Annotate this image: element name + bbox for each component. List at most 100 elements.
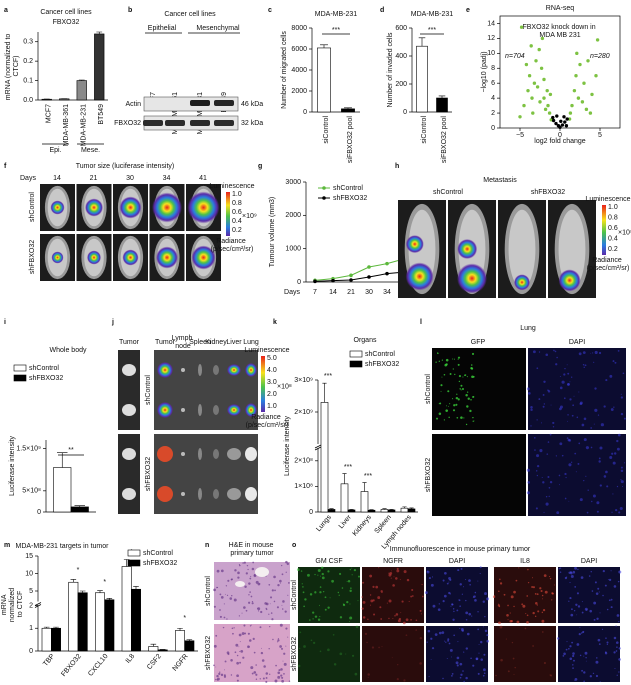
column-label: Tumor xyxy=(155,339,176,346)
texture-dot xyxy=(388,572,390,574)
image-bg xyxy=(528,348,626,430)
error-bar xyxy=(344,107,352,109)
colorbar-radiance: Radiance (p/sec/cm²/sr) xyxy=(211,238,254,253)
texture-dot xyxy=(589,609,593,613)
texture-dot xyxy=(448,581,450,583)
texture-dot xyxy=(581,601,583,603)
column-label: NGFR xyxy=(383,558,403,565)
axis-break xyxy=(314,444,322,451)
texture-dot xyxy=(339,652,343,656)
texture-dot xyxy=(223,675,227,678)
texture-dot xyxy=(621,486,623,488)
panel-label: f xyxy=(4,163,7,170)
texture-dot xyxy=(238,564,240,566)
texture-dot xyxy=(405,618,409,622)
texture-dot xyxy=(403,570,407,574)
bar xyxy=(407,508,416,513)
texture-dot xyxy=(542,481,545,484)
texture-dot xyxy=(498,605,501,608)
texture-dot xyxy=(255,664,257,666)
organ xyxy=(181,492,185,496)
texture-dot xyxy=(317,618,321,621)
texture-dot xyxy=(498,590,500,593)
error-bar xyxy=(97,590,103,593)
texture-dot xyxy=(537,610,540,613)
texture-dot xyxy=(442,600,445,603)
texture-dot xyxy=(569,657,573,661)
bar xyxy=(341,108,355,113)
texture-dot xyxy=(566,641,568,643)
y-tick-label: 400 xyxy=(395,53,407,60)
texture-dot xyxy=(286,562,290,566)
texture-dot xyxy=(460,384,463,387)
y-tick-label: 2×10⁹ xyxy=(294,409,313,416)
legend-swatch xyxy=(349,360,363,368)
day-label: 21 xyxy=(90,175,98,182)
bar xyxy=(95,592,105,652)
y-tick-label: 1 xyxy=(29,625,33,632)
row-label: shFBXO32 xyxy=(425,458,432,492)
texture-dot xyxy=(534,437,536,439)
texture-dot xyxy=(590,427,593,429)
error-bar xyxy=(79,590,86,593)
texture-dot xyxy=(396,567,399,570)
tumor xyxy=(122,364,136,376)
texture-dot xyxy=(241,612,243,614)
bar xyxy=(104,599,115,652)
texture-dot xyxy=(547,389,549,391)
bar xyxy=(94,33,105,101)
texture-dot xyxy=(556,511,560,515)
group-label: Epithelial xyxy=(148,25,177,32)
texture-dot xyxy=(437,352,439,355)
y-tick-label: 600 xyxy=(395,25,407,32)
texture-dot xyxy=(616,674,618,676)
bar xyxy=(327,509,336,513)
texture-dot xyxy=(561,380,565,384)
point xyxy=(349,273,353,278)
x-tick-label: CXCL10 xyxy=(87,653,109,678)
texture-dot xyxy=(584,651,588,655)
texture-dot xyxy=(465,394,468,397)
texture-dot xyxy=(581,423,585,427)
bar xyxy=(70,506,89,513)
texture-dot xyxy=(244,632,247,635)
texture-dot xyxy=(580,632,583,634)
texture-dot xyxy=(261,647,262,649)
texture-dot xyxy=(599,612,601,614)
texture-dot xyxy=(428,676,430,678)
y-tick-label: 2000 xyxy=(291,88,307,95)
texture-dot xyxy=(243,624,246,627)
colorbar-tick: 0.8 xyxy=(608,214,618,221)
texture-dot xyxy=(319,586,322,588)
texture-dot xyxy=(275,664,277,667)
texture-dot xyxy=(456,664,459,667)
error-bar xyxy=(74,505,85,507)
bar xyxy=(121,566,132,652)
error-bar xyxy=(402,506,407,509)
texture-dot xyxy=(271,589,274,592)
texture-dot xyxy=(606,485,609,488)
texture-dot xyxy=(579,627,581,629)
texture-dot xyxy=(570,574,574,578)
texture-dot xyxy=(216,586,218,589)
texture-dot xyxy=(566,364,568,366)
texture-dot xyxy=(239,661,242,664)
organ xyxy=(198,364,202,376)
texture-dot xyxy=(618,621,620,623)
texture-dot xyxy=(465,647,469,650)
legend-marker xyxy=(322,196,326,200)
row-label: shFBXO32 xyxy=(205,636,212,670)
texture-dot xyxy=(469,583,471,586)
texture-dot xyxy=(610,606,613,609)
texture-dot xyxy=(472,375,475,378)
point xyxy=(545,88,549,93)
point xyxy=(547,111,552,115)
error-bar xyxy=(342,473,347,484)
texture-dot xyxy=(594,387,597,390)
texture-dot xyxy=(572,664,574,666)
point xyxy=(522,103,526,108)
texture-dot xyxy=(556,637,560,640)
y-tick-label: 2 xyxy=(491,110,495,117)
texture-dot xyxy=(339,616,343,619)
texture-dot xyxy=(436,417,439,420)
